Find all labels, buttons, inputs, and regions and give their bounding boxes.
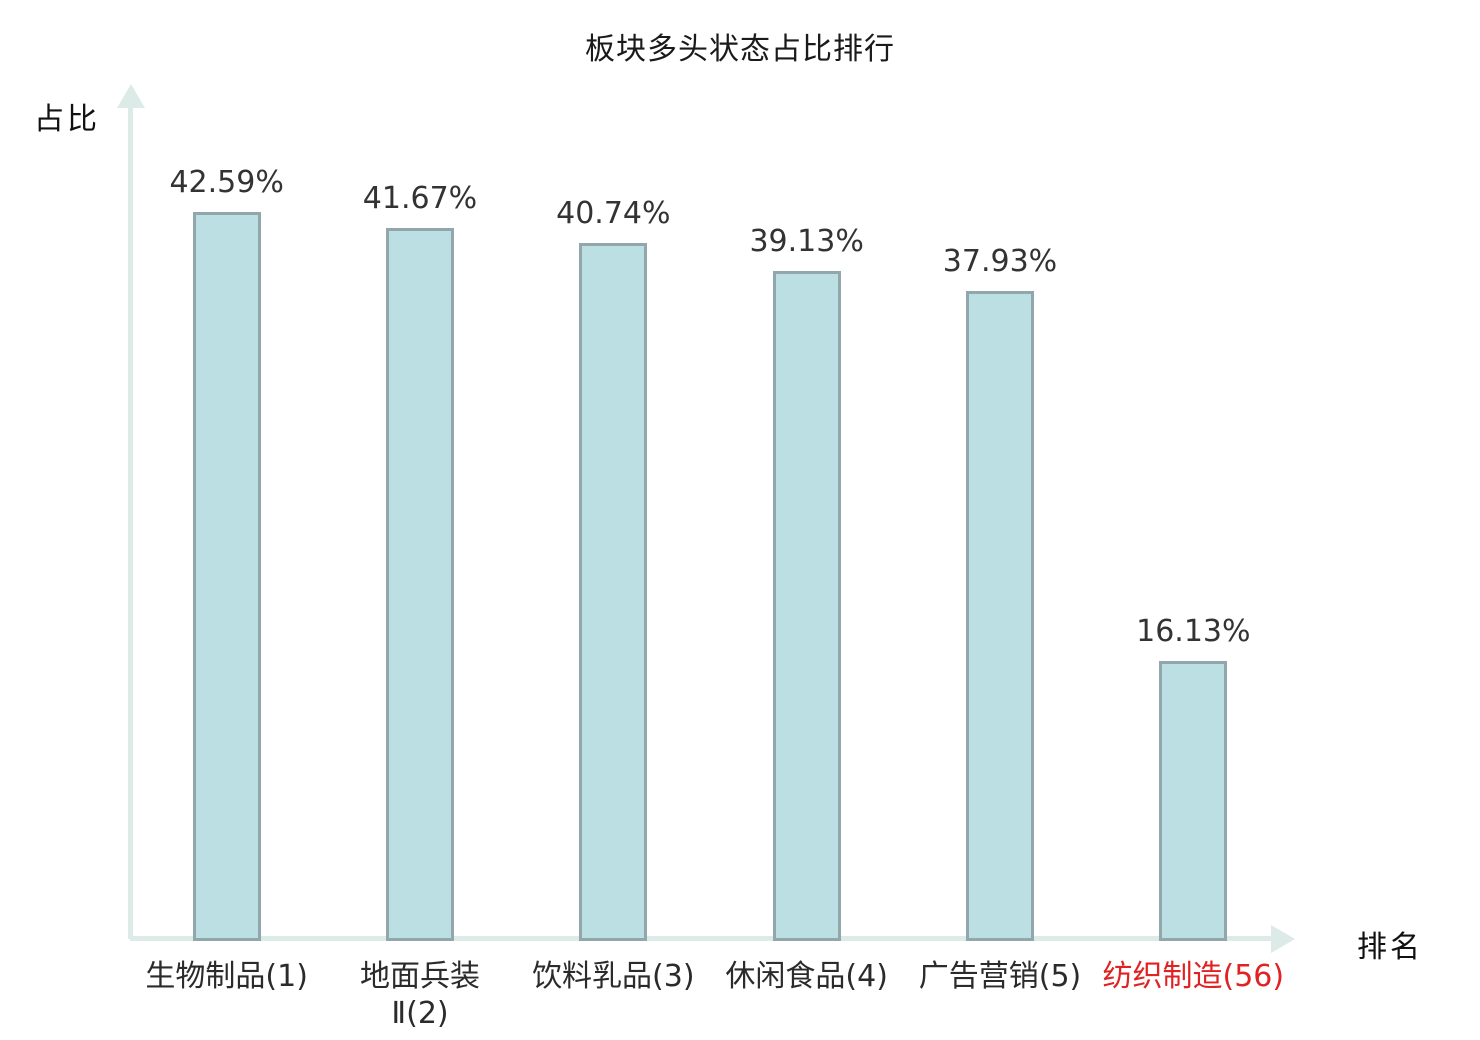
category-label-line: 纺织制造(56) (1102, 959, 1285, 994)
bar-column: 39.13% (710, 100, 903, 941)
bar-column: 42.59% (130, 100, 323, 941)
category-label-line: 饮料乳品(3) (532, 959, 695, 994)
bar-value-label: 41.67% (362, 181, 478, 216)
category-label: 生物制品(1) (130, 958, 323, 995)
bar-value-label: 37.93% (942, 244, 1058, 279)
bar-value-label: 40.74% (556, 196, 671, 231)
plot-area: 42.59% 41.67% 40.74% 39.13% 37.93% 16.13% (130, 100, 1290, 941)
category-axis-labels: 生物制品(1) 地面兵装 Ⅱ(2) 饮料乳品(3) 休闲食品(4) 广告营销(5) 纺织制造… (130, 958, 1290, 1038)
category-label-line: 生物制品(1) (145, 959, 308, 994)
x-axis-arrow-icon (1271, 924, 1295, 953)
category-label-line: 地面兵装 (359, 959, 480, 994)
category-label-line: 休闲食品(4) (725, 959, 888, 994)
x-axis-title: 排名 (1357, 930, 1423, 965)
bar-value-label: 16.13% (1136, 614, 1251, 649)
bar-column: 41.67% (323, 100, 516, 941)
bar-column: 37.93% (903, 100, 1096, 941)
bar-column: 16.13% (1097, 100, 1290, 941)
y-axis-title: 占比 (34, 102, 100, 137)
bar (192, 212, 261, 941)
bar (579, 243, 648, 941)
category-label: 休闲食品(4) (710, 958, 903, 995)
category-label-line: Ⅱ(2) (391, 996, 449, 1031)
bar (385, 228, 454, 941)
bar-value-label: 39.13% (749, 224, 864, 259)
category-label: 纺织制造(56) (1097, 958, 1290, 995)
y-axis (128, 102, 133, 939)
bar (1159, 661, 1228, 941)
bar-column: 40.74% (517, 100, 710, 941)
bar (965, 291, 1034, 941)
bar-value-label: 42.59% (169, 165, 284, 200)
category-label: 广告营销(5) (903, 958, 1096, 995)
x-axis (130, 936, 1274, 941)
category-label: 饮料乳品(3) (517, 958, 710, 995)
category-label-line: 广告营销(5) (918, 959, 1082, 994)
bar (772, 271, 841, 941)
category-label: 地面兵装 Ⅱ(2) (323, 958, 516, 1032)
chart-title: 板块多头状态占比排行 (585, 32, 895, 67)
